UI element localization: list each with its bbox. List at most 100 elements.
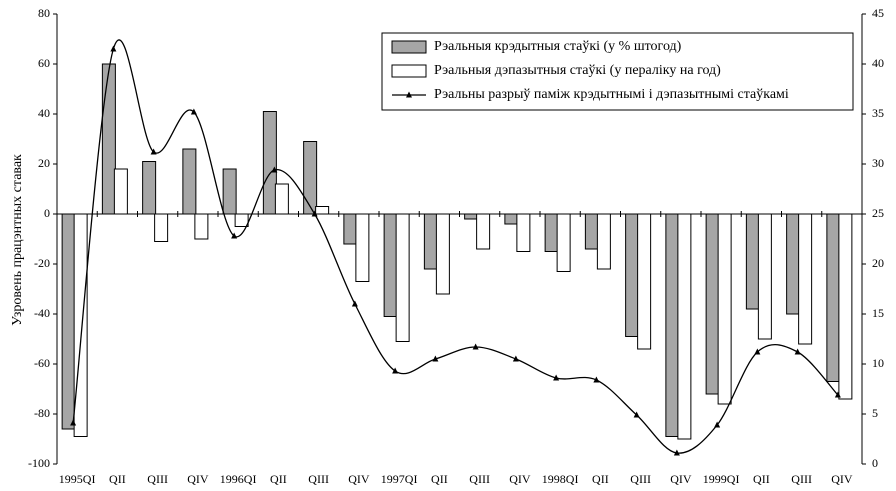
bar	[838, 213, 853, 400]
marker	[834, 391, 841, 398]
x-tick-label: 1997QI	[381, 472, 418, 486]
x-tick-label: QIV	[670, 472, 692, 486]
marker	[553, 374, 560, 381]
bar	[516, 213, 531, 252]
marker	[754, 348, 761, 355]
bar	[584, 213, 599, 250]
legend-swatch	[391, 40, 427, 54]
bar	[464, 213, 479, 220]
legend-swatch	[391, 64, 427, 78]
y-tick-label: 40	[38, 106, 50, 120]
y2-tick-label: 0	[872, 456, 878, 470]
bar	[355, 213, 370, 282]
marker	[231, 232, 238, 239]
marker	[351, 300, 358, 307]
bar	[717, 213, 732, 405]
bar	[476, 213, 491, 250]
bar	[798, 213, 813, 345]
bar	[194, 213, 209, 240]
y-tick-label: 60	[38, 56, 50, 70]
bar	[826, 213, 841, 382]
y2-tick-label: 45	[872, 6, 884, 20]
y2-tick-label: 30	[872, 156, 884, 170]
x-tick-label: QII	[753, 472, 770, 486]
x-tick-label: QIV	[831, 472, 853, 486]
bar	[262, 111, 277, 215]
y-tick-label: -100	[28, 456, 50, 470]
x-tick-label: QII	[431, 472, 448, 486]
x-tick-label: QIII	[308, 472, 329, 486]
bar	[786, 213, 801, 315]
bar	[757, 213, 772, 340]
bar	[61, 213, 76, 430]
bar	[745, 213, 760, 310]
bar	[182, 148, 197, 215]
legend-marker	[406, 91, 412, 98]
bar	[596, 213, 611, 270]
y-tick-label: -20	[34, 256, 50, 270]
bar	[303, 141, 318, 215]
bar	[395, 213, 410, 342]
marker	[794, 348, 801, 355]
bar	[101, 63, 116, 215]
bar	[625, 213, 640, 337]
marker	[593, 376, 600, 383]
bar	[504, 213, 519, 225]
y2-tick-label: 35	[872, 106, 884, 120]
marker	[673, 449, 680, 456]
bar	[637, 213, 652, 350]
bar	[222, 168, 237, 215]
legend-box	[381, 32, 854, 111]
x-tick-label: 1996QI	[220, 472, 257, 486]
bar	[383, 213, 398, 317]
bar	[544, 213, 559, 252]
marker	[512, 355, 519, 362]
x-tick-label: QII	[109, 472, 126, 486]
bar	[142, 161, 157, 215]
marker	[190, 108, 197, 115]
bar	[423, 213, 438, 270]
marker	[432, 355, 439, 362]
x-tick-label: QII	[270, 472, 287, 486]
bar	[315, 206, 330, 215]
bar	[705, 213, 720, 395]
y2-tick-label: 25	[872, 206, 884, 220]
bar	[556, 213, 571, 272]
marker	[150, 148, 157, 155]
marker	[392, 367, 399, 374]
y-axis-label: Узровень працэнтных ставак	[10, 154, 25, 326]
x-tick-label: QII	[592, 472, 609, 486]
marker	[271, 166, 278, 173]
x-tick-label: QIII	[791, 472, 812, 486]
y-tick-label: 80	[38, 6, 50, 20]
x-tick-label: 1995QI	[59, 472, 96, 486]
y2-tick-label: 20	[872, 256, 884, 270]
y2-tick-label: 10	[872, 356, 884, 370]
y2-tick-label: 40	[872, 56, 884, 70]
marker	[472, 343, 479, 350]
bar	[435, 213, 450, 295]
x-tick-label: QIV	[348, 472, 370, 486]
y-tick-label: -40	[34, 306, 50, 320]
x-tick-label: 1999QI	[703, 472, 740, 486]
bar	[73, 213, 88, 437]
legend-label: Рэальныя крэдытныя стаўкі (у % штогод)	[434, 39, 682, 54]
x-tick-label: QIII	[469, 472, 490, 486]
marker	[714, 421, 721, 428]
y-tick-label: -80	[34, 406, 50, 420]
marker	[70, 419, 77, 426]
bar	[234, 213, 249, 227]
legend-label: Рэальны разрыў паміж крэдытнымі і дэпазы…	[434, 87, 789, 102]
bar	[113, 168, 128, 215]
y-tick-label: -60	[34, 356, 50, 370]
bar	[343, 213, 358, 245]
bar	[665, 213, 680, 437]
x-tick-label: QIII	[630, 472, 651, 486]
marker	[110, 45, 117, 52]
x-tick-label: QIII	[147, 472, 168, 486]
bar	[274, 183, 289, 215]
y2-tick-label: 5	[872, 406, 878, 420]
bar	[677, 213, 692, 440]
marker	[311, 210, 318, 217]
